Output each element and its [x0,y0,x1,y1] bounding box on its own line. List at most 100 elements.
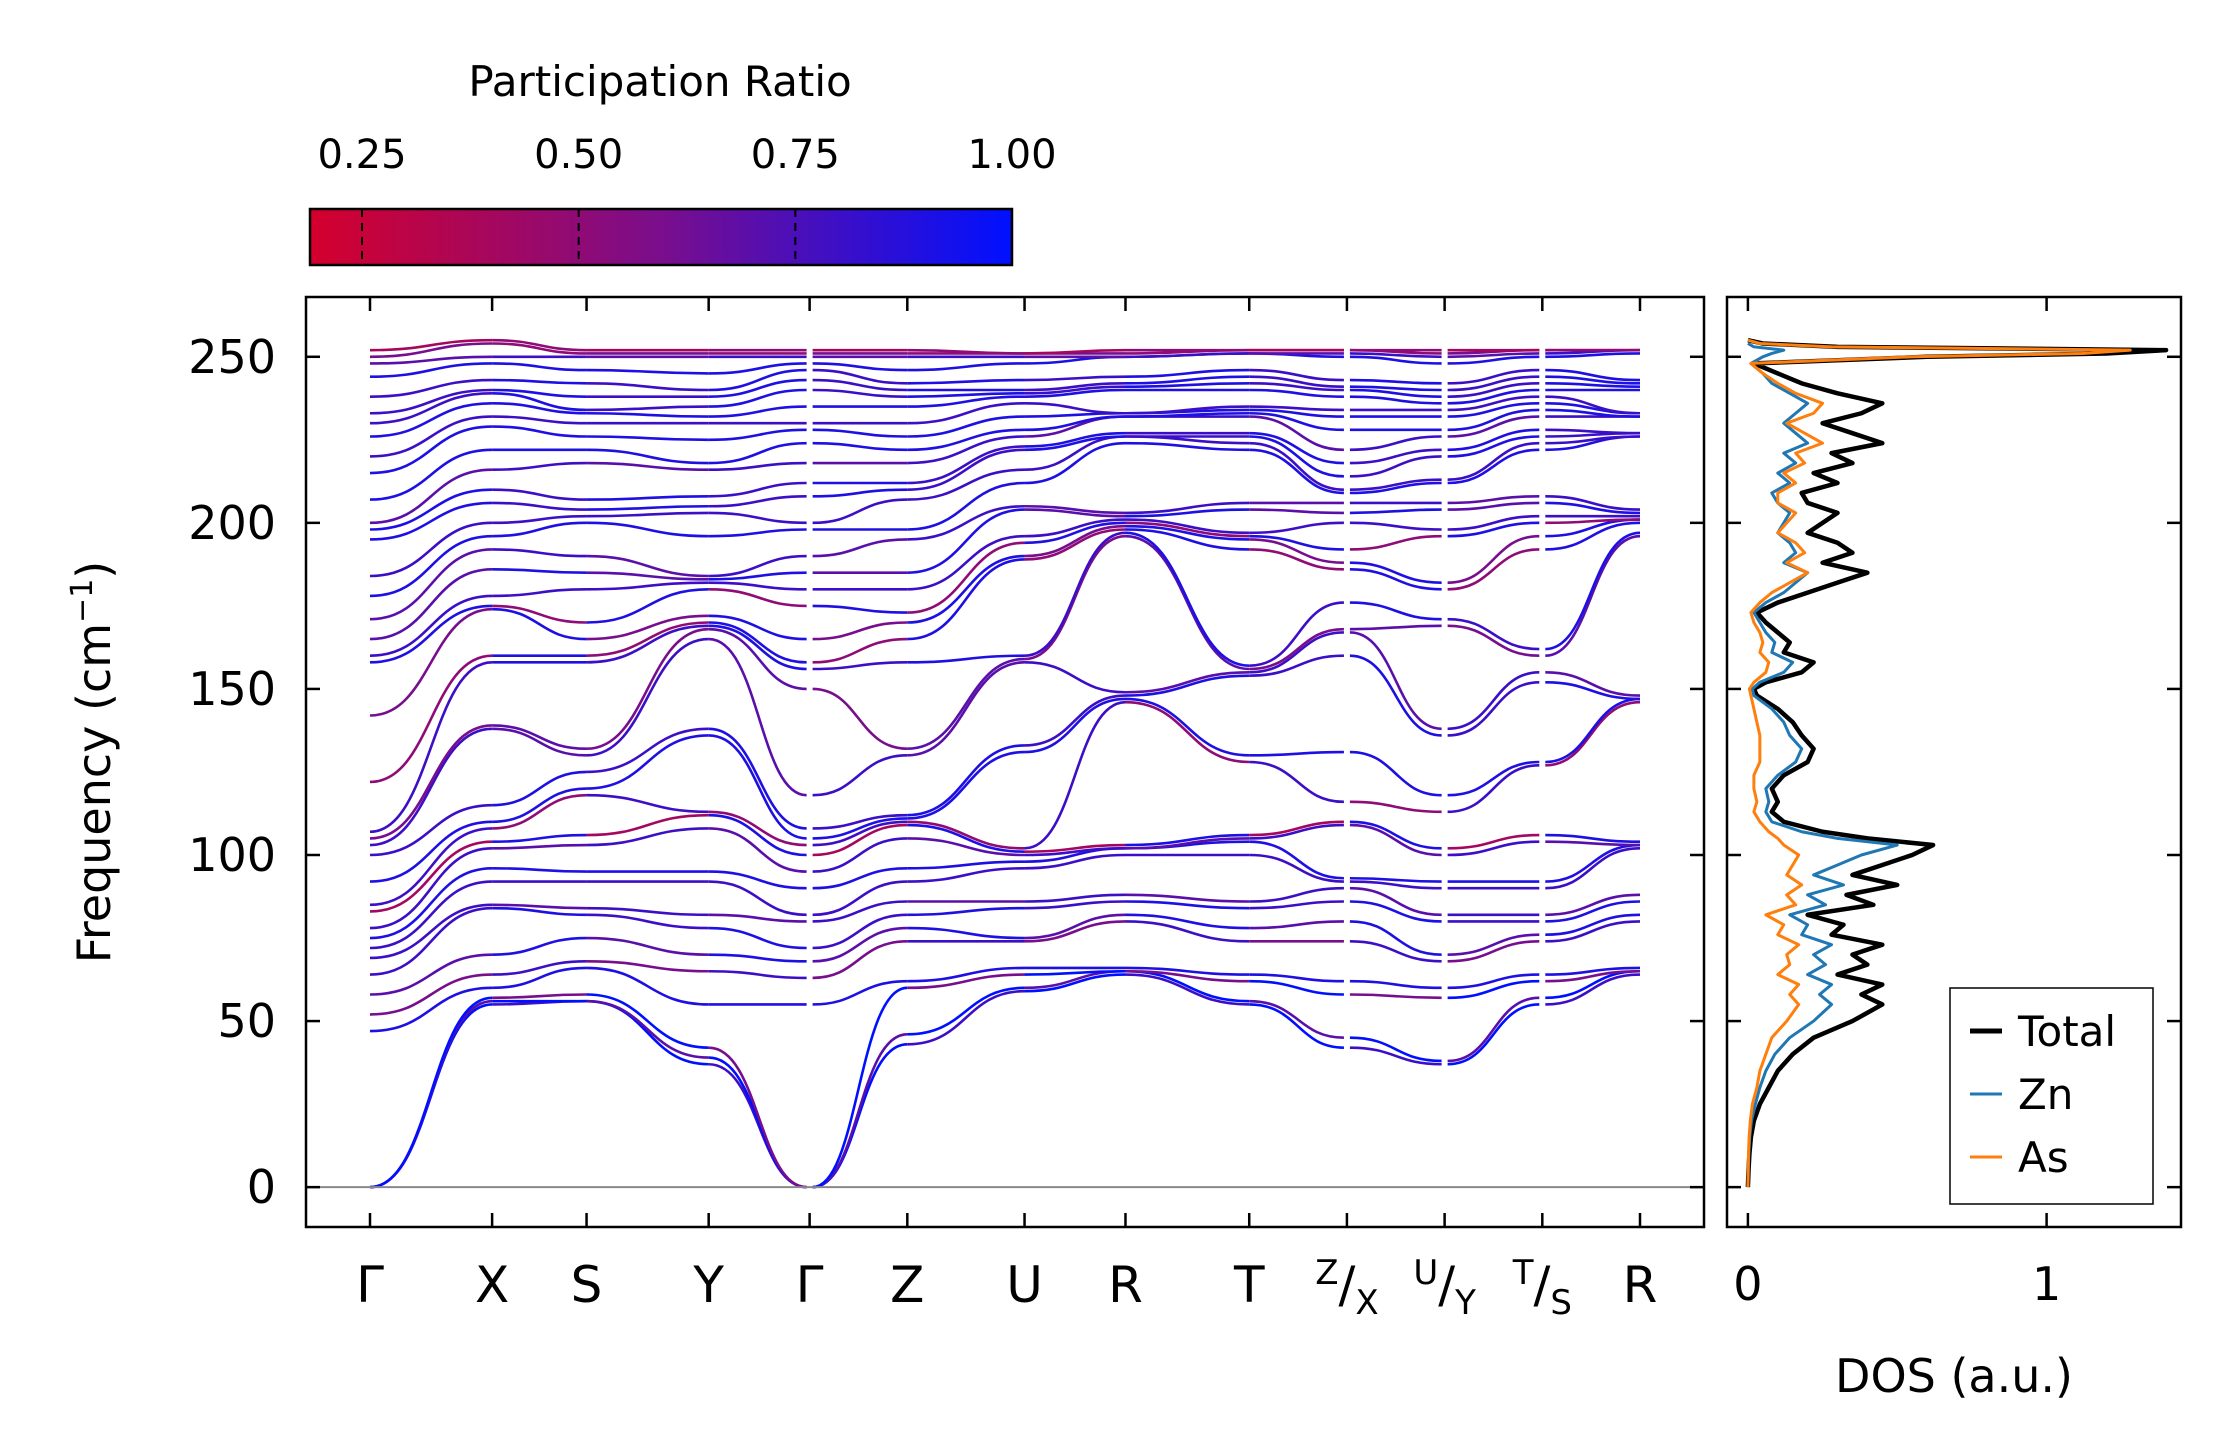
phonon-branch [1125,900,1250,910]
phonon-branch [1447,534,1540,584]
colorbar-tick-label: 0.25 [317,132,406,178]
phonon-branch [1447,760,1540,797]
phonon-branch [1249,548,1344,571]
phonon-branch [1024,388,1126,398]
phonon-branch [907,445,1025,485]
phonon-branch [369,866,493,940]
phonon-branch [492,993,587,1000]
phonon-branch [1125,508,1250,518]
phonon-branch [1545,531,1641,651]
phonon-branch [1125,528,1250,551]
phonon-branch [1447,428,1540,452]
legend-label-total: Total [2017,1007,2116,1056]
phonon-branch [907,348,1025,355]
phonon-branch [812,913,908,950]
y-tick-label: 200 [188,496,276,550]
phonon-branch [1447,388,1540,405]
phonon-branch [369,906,493,976]
phonon-branch [708,969,807,980]
phonon-branch [492,724,587,751]
hs-label-sub: S [1550,1283,1572,1323]
phonon-branch [1249,750,1344,757]
colorbar-tick-label: 0.75 [751,132,840,178]
phonon-branch [369,401,493,438]
phonon-branch [1249,375,1344,388]
phonon-branch [1349,800,1442,814]
phonon-branch [369,724,493,840]
phonon-branch [1545,697,1641,764]
phonon-branch [708,378,807,398]
phonon-branch [1125,531,1250,667]
phonon-branch [812,940,908,980]
phonon-branch [492,401,587,415]
phonon-branch [1024,431,1126,448]
hs-label-sub: Y [1454,1283,1476,1323]
phonon-branch [907,392,1025,398]
phonon-branch [1349,876,1442,883]
phonon-branch [907,378,1025,385]
dos-curve-as [1746,338,2132,1188]
phonon-branch [1249,1003,1344,1049]
y-tick-label: 250 [188,330,276,384]
hs-label-main: / [1438,1256,1455,1314]
high-symmetry-label: X [475,1256,509,1314]
phonon-branch [369,827,493,907]
phonon-branch [1125,368,1250,379]
phonon-branch [1024,969,1126,976]
phonon-branch [1125,671,1250,694]
phonon-branch [1125,697,1250,757]
dos-axis-ticks [1727,297,2181,1227]
phonon-branch [1545,408,1641,418]
phonon-branch [907,860,1025,870]
high-symmetry-label: U/Y [1413,1253,1476,1323]
phonon-branch [907,541,1025,614]
phonon-branch [1024,900,1126,910]
phonon-branch [1249,538,1344,565]
phonon-branch [812,900,908,923]
phonon-branch [586,368,709,375]
phonon-branch [812,621,908,641]
hs-label-sup: Z [1315,1253,1338,1293]
phonon-branch [492,378,587,385]
phonon-branch [1545,900,1641,923]
phonon-branch [1349,388,1442,398]
phonon-branch [492,587,587,598]
phonon-branch [1349,631,1442,731]
phonon-branch [586,727,709,774]
dos-curve-zn [1746,342,1899,1188]
phonon-branch [492,727,587,757]
phonon-branch [369,378,493,398]
phonon-branch [708,810,807,847]
phonon-branch [492,548,587,558]
phonon-branch [1349,378,1442,385]
phonon-branch [812,362,908,372]
colorbar-ticks [361,209,797,265]
phonon-branch [1349,654,1442,737]
phonon-branch [1349,521,1442,531]
phonon-branch [1545,966,1641,976]
phonon-branch [907,415,1025,438]
phonon-branch [1024,973,1126,993]
phonon-branch [1349,455,1442,478]
phonon-branch [1024,524,1126,558]
phonon-branch [812,754,908,797]
phonon-branch [708,511,807,525]
phonon-branch [1249,760,1344,804]
phonon-branch [1447,415,1540,438]
phonon-branch [586,587,709,624]
y-axis-title-sup: −1 [65,579,100,623]
phonon-branch [492,415,587,425]
phonon-branch [812,378,908,392]
phonon-branch [1349,750,1442,797]
phonon-branch [907,362,1025,372]
phonon-branch [1024,528,1126,561]
phonon-branch [586,793,709,814]
phonon-branch [708,813,807,857]
phonon-branch [492,959,587,976]
colorbar-tick-label: 0.50 [534,132,623,178]
phonon-branch [812,498,908,525]
phonon-branch [1545,847,1641,890]
phonon-branch [369,534,493,598]
phonon-branch [1447,833,1540,850]
phonon-branch [907,989,1025,1046]
